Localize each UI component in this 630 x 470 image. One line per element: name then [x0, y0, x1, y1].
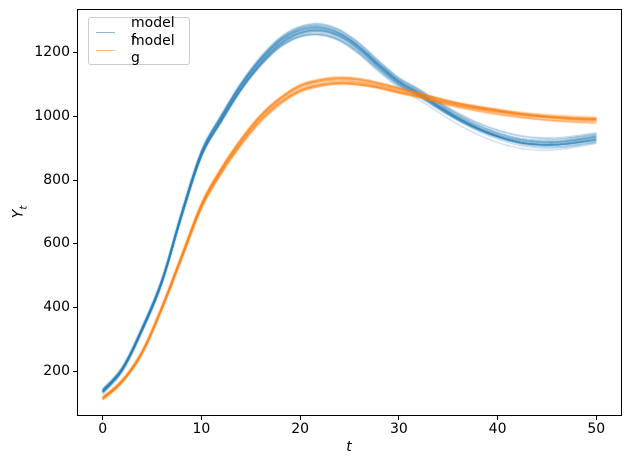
- x-tick-mark: [102, 416, 104, 420]
- x-tick-mark: [299, 416, 301, 420]
- x-tick-mark: [200, 416, 202, 420]
- x-tick-label: 30: [389, 421, 408, 437]
- x-axis-label-text: t: [346, 439, 352, 455]
- y-tick-label: 1000: [34, 108, 70, 125]
- plot-area: model f model g: [77, 9, 622, 416]
- legend-line-icon: [96, 31, 115, 33]
- plot-canvas: [78, 10, 621, 415]
- legend-item-model-g: model g: [96, 33, 182, 66]
- y-axis-label: Yt: [11, 206, 30, 218]
- y-tick-mark: [73, 306, 77, 308]
- y-tick-mark: [73, 179, 77, 181]
- y-tick-label: 1200: [34, 44, 70, 61]
- y-tick-mark: [73, 116, 77, 118]
- legend-label: model g: [131, 33, 175, 66]
- y-tick-label: 200: [43, 362, 70, 379]
- y-axis-label-text: Y: [10, 209, 27, 219]
- y-tick-label: 600: [43, 235, 70, 252]
- x-tick-label: 0: [98, 421, 108, 437]
- y-tick-mark: [73, 52, 77, 54]
- x-tick-mark: [398, 416, 400, 420]
- x-tick-label: 40: [488, 421, 507, 437]
- x-tick-label: 10: [192, 421, 211, 437]
- legend-line-icon: [96, 49, 115, 51]
- legend-label: model f: [131, 15, 175, 48]
- x-axis-label: t: [346, 439, 352, 455]
- x-tick-mark: [595, 416, 597, 420]
- x-tick-label: 20: [291, 421, 310, 437]
- x-tick-mark: [497, 416, 499, 420]
- y-tick-label: 800: [43, 171, 70, 188]
- x-tick-label: 50: [587, 421, 606, 437]
- legend: model f model g: [88, 15, 190, 66]
- y-axis-label-subscript: t: [18, 205, 30, 210]
- y-tick-mark: [73, 370, 77, 372]
- legend-item-model-f: model f: [96, 15, 182, 48]
- y-tick-mark: [73, 243, 77, 245]
- y-tick-label: 400: [43, 298, 70, 315]
